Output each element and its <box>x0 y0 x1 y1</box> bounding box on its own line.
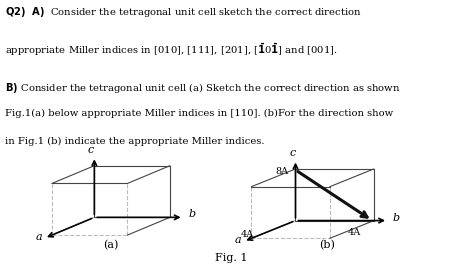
Text: $\mathbf{B)}$ Consider the tetragonal unit cell (a) Sketch the correct direction: $\mathbf{B)}$ Consider the tetragonal un… <box>5 81 401 95</box>
Text: in Fig.1 (b) indicate the appropriate Miller indices.: in Fig.1 (b) indicate the appropriate Mi… <box>5 137 264 146</box>
Text: c: c <box>88 145 94 155</box>
Text: (a): (a) <box>103 240 119 250</box>
Text: a: a <box>235 235 241 245</box>
Text: c: c <box>290 148 296 158</box>
Text: $\mathbf{Q2)}$  $\mathbf{A)}$  Consider the tetragonal unit cell sketch the corr: $\mathbf{Q2)}$ $\mathbf{A)}$ Consider th… <box>5 5 361 19</box>
Text: Fig.1(a) below appropriate Miller indices in [110]. (b)For the direction show: Fig.1(a) below appropriate Miller indice… <box>5 109 393 118</box>
Text: 8A: 8A <box>275 167 288 176</box>
Text: appropriate Miller indices in [010], [111], [201], [$\mathbf{\bar{1}}$0$\mathbf{: appropriate Miller indices in [010], [11… <box>5 42 337 58</box>
Text: a: a <box>36 232 42 242</box>
Text: 4A: 4A <box>241 229 255 239</box>
Text: b: b <box>393 213 400 222</box>
Text: Fig. 1: Fig. 1 <box>215 253 247 263</box>
Text: 4A: 4A <box>347 228 361 237</box>
Text: (b): (b) <box>319 240 335 250</box>
Text: b: b <box>188 209 195 219</box>
